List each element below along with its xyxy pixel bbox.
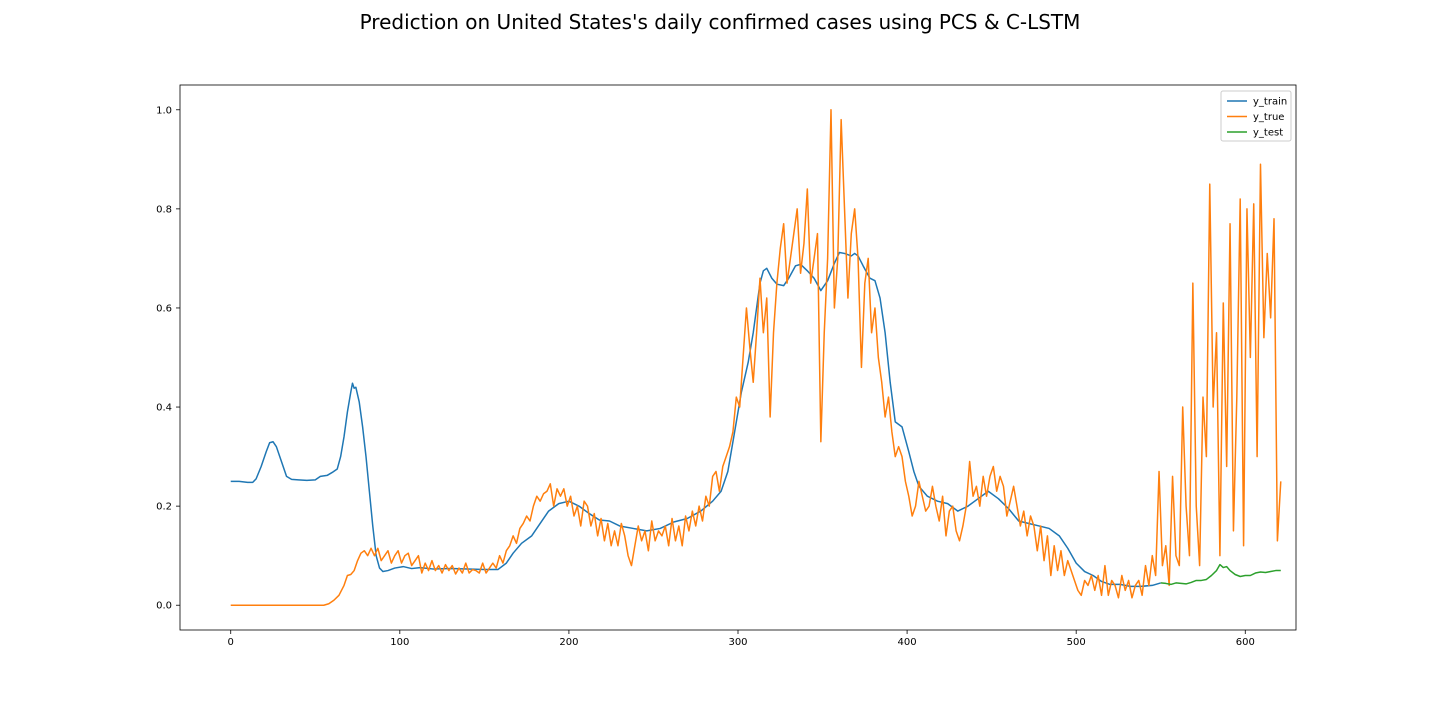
legend-label-y-train: y_train [1253, 97, 1287, 108]
legend-label-y-true: y_true [1253, 112, 1284, 123]
x-tick-label: 400 [898, 637, 917, 648]
y-tick-label: 0.8 [156, 204, 172, 215]
series-line-y-test [1160, 563, 1281, 586]
y-tick-label: 0.2 [156, 502, 172, 513]
x-tick-label: 0 [228, 637, 234, 648]
legend: y_train y_true y_test [1220, 90, 1292, 142]
chart-title: Prediction on United States's daily conf… [360, 10, 1081, 34]
y-tick-label: 0.4 [156, 403, 172, 414]
x-tick-label: 100 [390, 637, 409, 648]
axes: 0 100 200 300 400 500 600 0.0 0.2 0.4 0.6 0.8 1.0 [156, 84, 1297, 648]
x-tick-label: 200 [559, 637, 578, 648]
y-tick-label: 0.0 [156, 601, 172, 612]
plot-area [230, 109, 1282, 606]
y-tick-label: 0.6 [156, 303, 172, 314]
series-line-y-train [230, 251, 1161, 588]
y-tick-label: 1.0 [156, 105, 172, 116]
x-tick-label: 300 [728, 637, 747, 648]
axes-frame [179, 84, 1297, 631]
x-tick-label: 600 [1236, 637, 1255, 648]
legend-label-y-test: y_test [1253, 128, 1283, 139]
series-line-y-true [230, 109, 1282, 606]
legend-box [1220, 90, 1292, 142]
x-tick-label: 500 [1067, 637, 1086, 648]
